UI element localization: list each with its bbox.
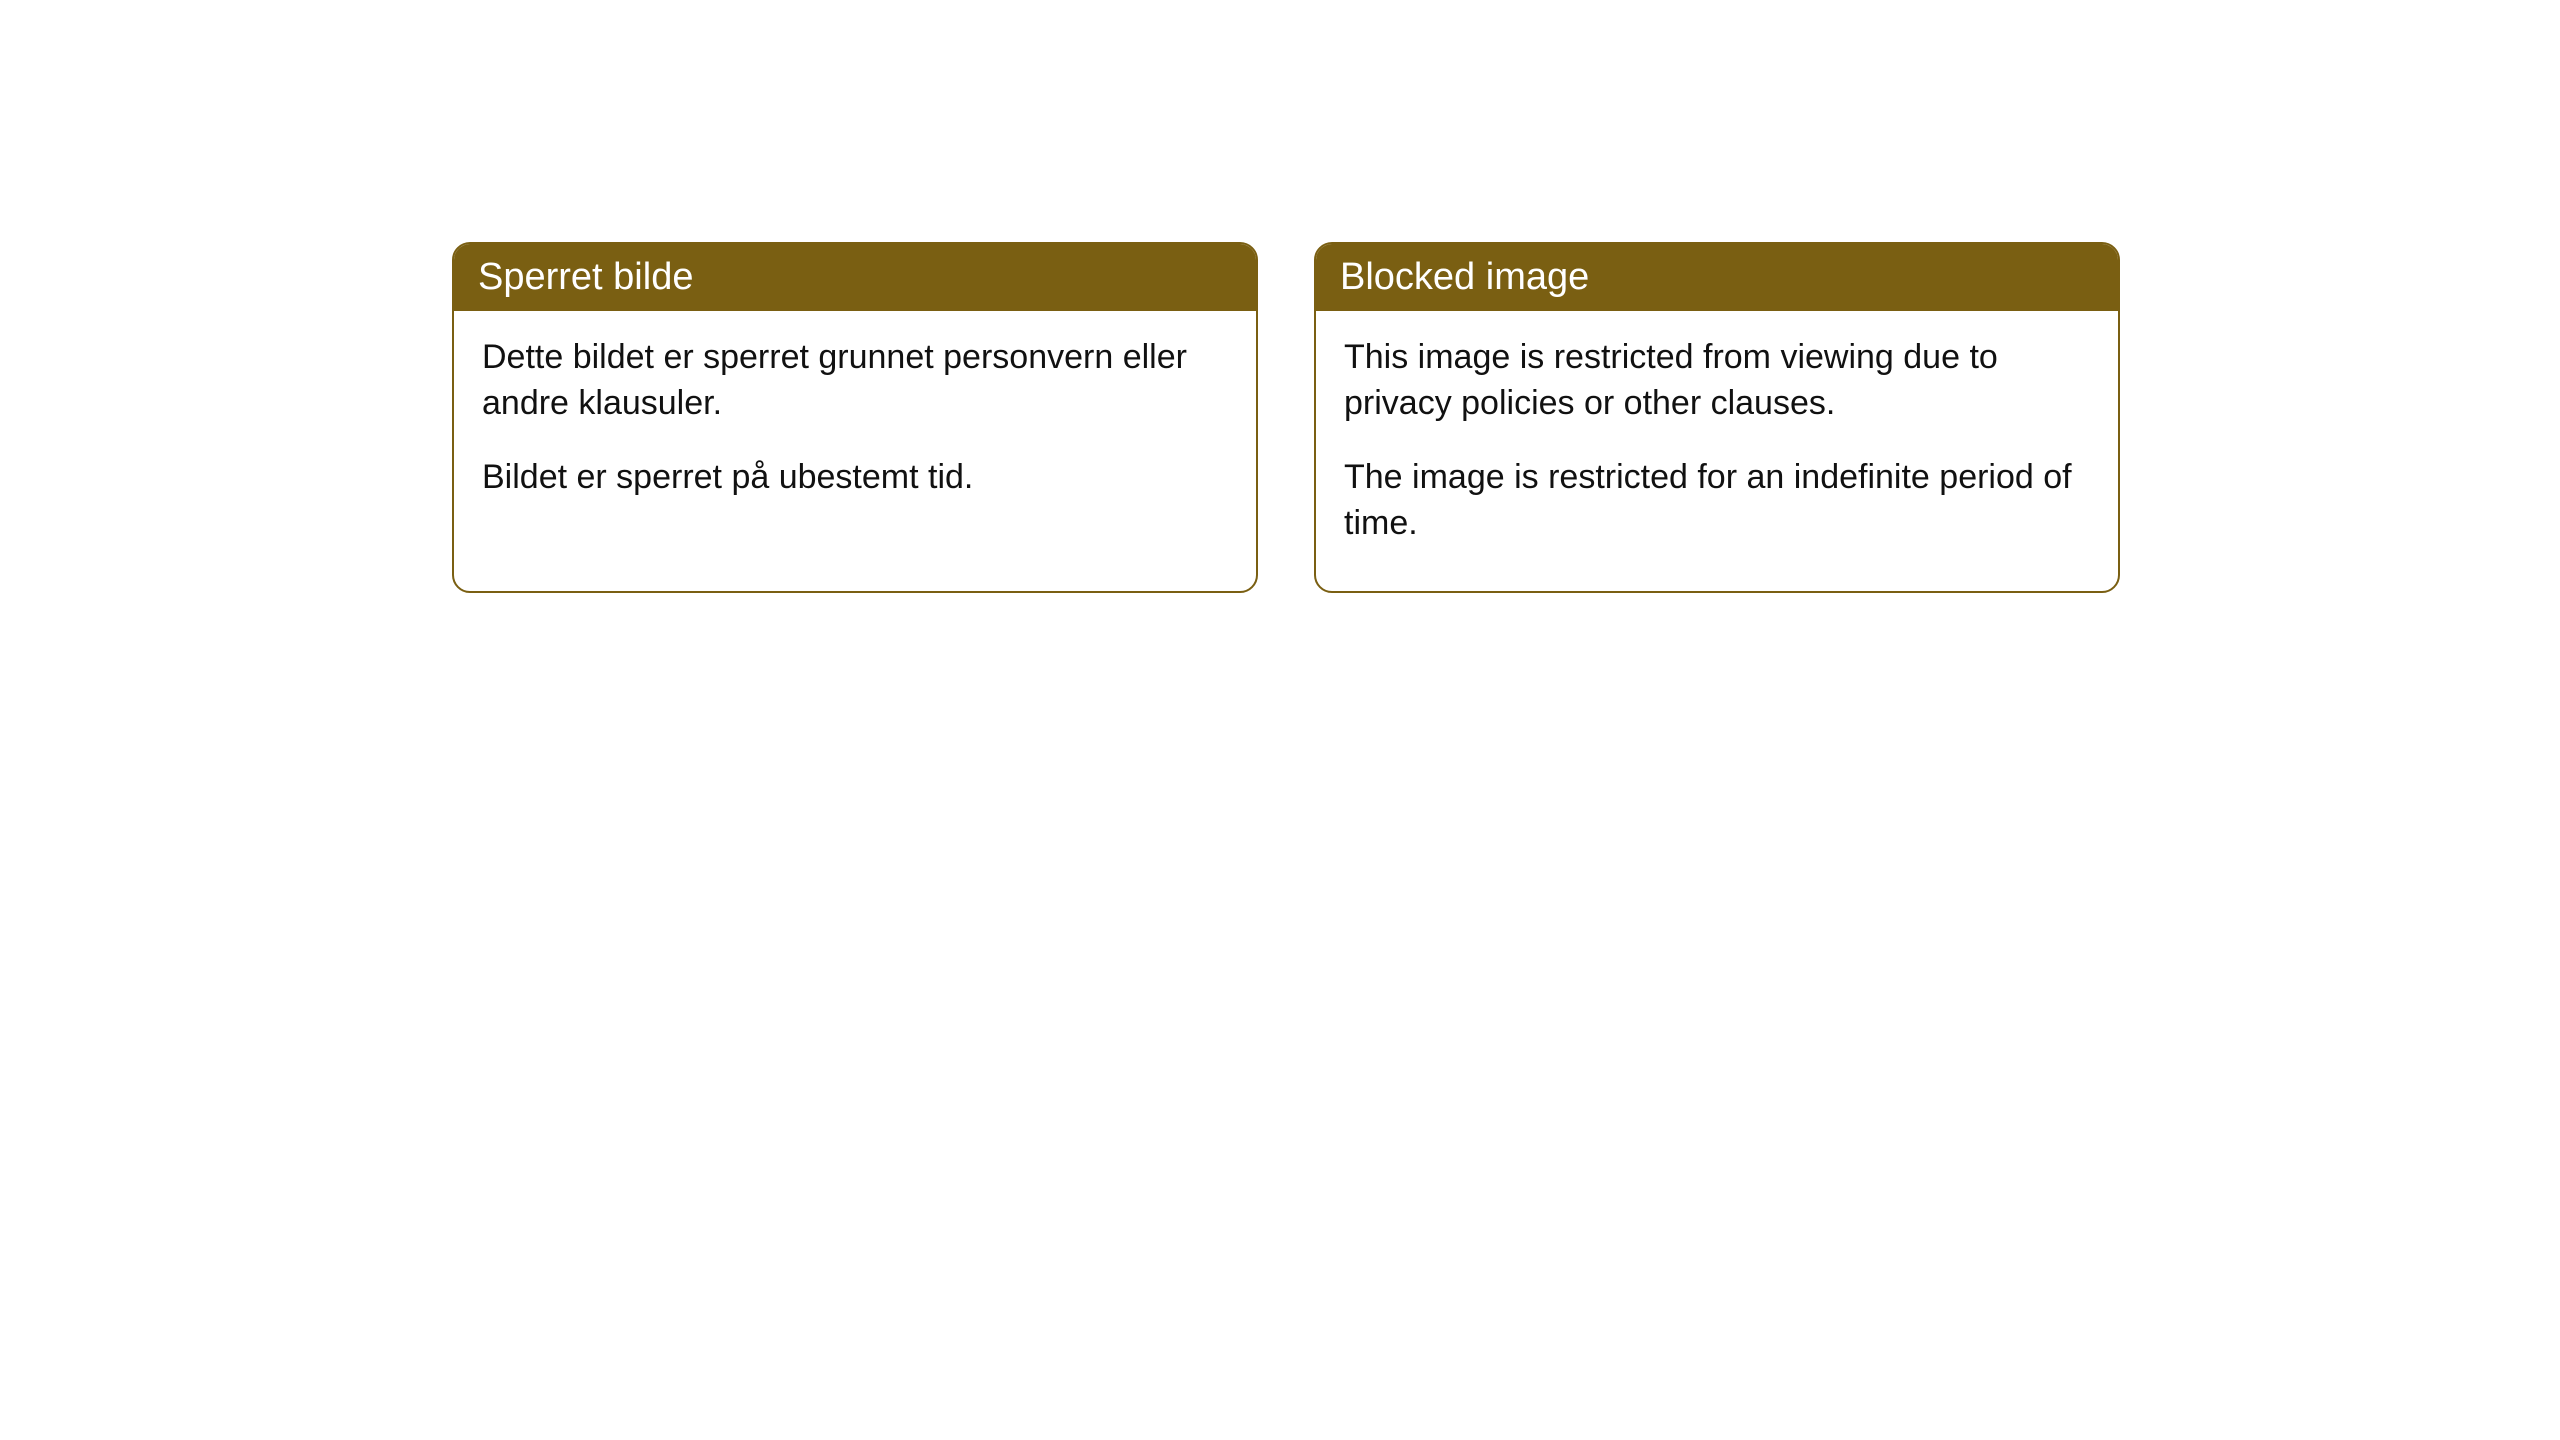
card-paragraph: The image is restricted for an indefinit…	[1344, 455, 2090, 547]
card-header: Blocked image	[1316, 244, 2118, 311]
card-paragraph: This image is restricted from viewing du…	[1344, 335, 2090, 427]
card-body: This image is restricted from viewing du…	[1316, 311, 2118, 591]
card-title: Blocked image	[1340, 256, 1589, 298]
card-title: Sperret bilde	[478, 256, 693, 298]
card-paragraph: Bildet er sperret på ubestemt tid.	[482, 455, 1228, 501]
card-body: Dette bildet er sperret grunnet personve…	[454, 311, 1256, 545]
notice-card-english: Blocked image This image is restricted f…	[1314, 242, 2120, 593]
card-paragraph: Dette bildet er sperret grunnet personve…	[482, 335, 1228, 427]
card-header: Sperret bilde	[454, 244, 1256, 311]
notice-cards-container: Sperret bilde Dette bildet er sperret gr…	[452, 242, 2120, 593]
notice-card-norwegian: Sperret bilde Dette bildet er sperret gr…	[452, 242, 1258, 593]
